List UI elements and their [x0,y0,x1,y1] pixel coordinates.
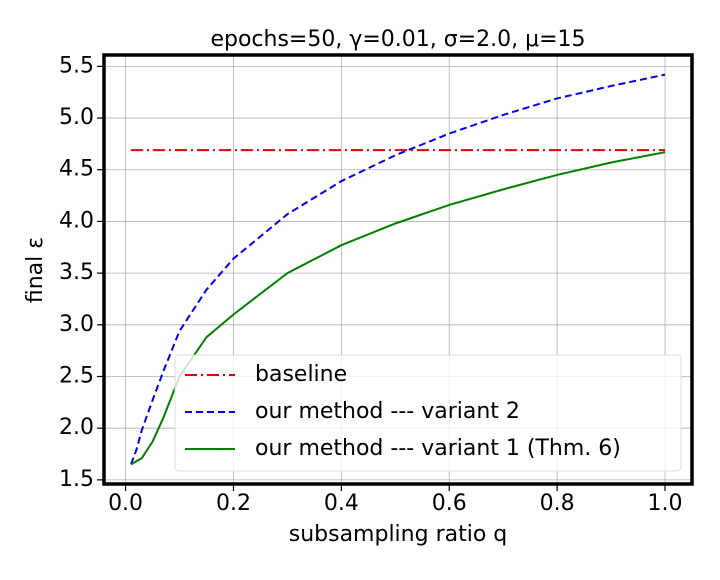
legend-label: baseline [255,362,347,387]
y-tick-label: 2.0 [59,415,94,440]
legend-box [174,354,682,472]
x-tick-label: 0.6 [432,491,467,516]
y-tick-label: 5.0 [59,105,94,130]
y-tick-label: 4.0 [59,208,94,233]
series-line [130,73,666,465]
x-tick-label: 0.0 [108,491,143,516]
x-tick-label: 0.8 [540,491,575,516]
chart-title: epochs=50, γ=0.01, σ=2.0, μ=15 [210,27,585,52]
y-tick-label: 2.5 [59,363,94,388]
series-line [130,151,666,466]
y-tick-label: 3.5 [59,260,94,285]
x-tick-label: 0.4 [324,491,359,516]
x-tick-label: 1.0 [648,491,683,516]
y-tick-label: 4.5 [59,157,94,182]
y-tick-label: 3.0 [59,312,94,337]
y-axis-label: final ε [23,237,48,303]
plot-frame [102,53,694,486]
legend-label: our method --- variant 2 [255,399,520,424]
x-axis-label: subsampling ratio q [289,522,508,547]
y-tick-label: 5.5 [59,53,94,78]
y-tick-label: 1.5 [59,467,94,492]
legend-label: our method --- variant 1 (Thm. 6) [255,436,621,461]
x-tick-label: 0.2 [216,491,251,516]
